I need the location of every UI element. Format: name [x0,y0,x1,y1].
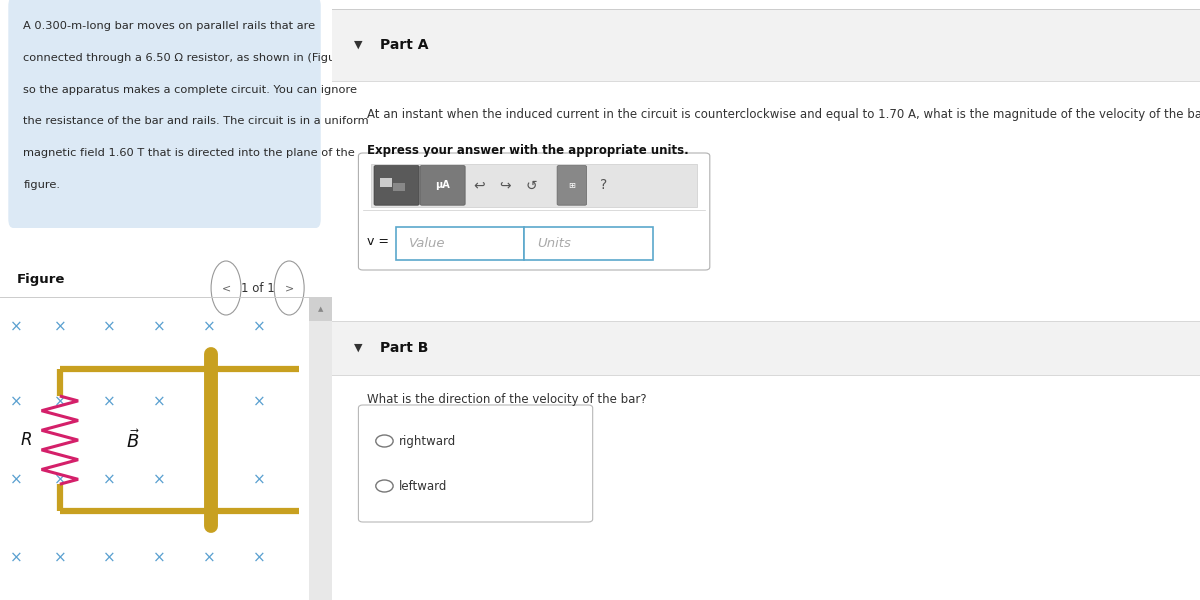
FancyBboxPatch shape [359,153,710,270]
Text: ×: × [203,551,216,565]
Text: v =: v = [367,235,389,248]
FancyBboxPatch shape [8,0,320,228]
Text: Part A: Part A [380,38,428,52]
Text: ▲: ▲ [318,306,324,312]
Text: leftward: leftward [400,479,448,493]
Text: ×: × [154,473,166,487]
Text: μA: μA [436,181,450,190]
Text: ×: × [203,395,216,409]
Text: ×: × [203,473,216,487]
Text: ×: × [253,319,265,335]
Text: Value: Value [409,237,445,250]
Text: ▼: ▼ [354,40,362,50]
Text: ×: × [11,319,23,335]
Text: ×: × [253,473,265,487]
Text: $\vec{B}$: $\vec{B}$ [126,430,140,452]
Text: Units: Units [538,237,571,250]
Bar [372,164,697,207]
Text: 1 of 1: 1 of 1 [241,281,275,295]
Text: A 0.300-m-long bar moves on parallel rails that are: A 0.300-m-long bar moves on parallel rai… [23,21,316,31]
Text: ×: × [154,395,166,409]
Text: ×: × [54,473,66,487]
Text: ×: × [103,395,116,409]
Text: ×: × [154,319,166,335]
FancyBboxPatch shape [359,405,593,522]
Text: the resistance of the bar and rails. The circuit is in a uniform: the resistance of the bar and rails. The… [23,116,368,127]
Text: ×: × [103,319,116,335]
FancyBboxPatch shape [524,227,653,260]
Text: Express your answer with the appropriate units.: Express your answer with the appropriate… [367,144,689,157]
Text: ×: × [253,551,265,565]
Text: Part B: Part B [380,341,428,355]
FancyBboxPatch shape [374,166,419,205]
Bar [394,183,406,191]
FancyBboxPatch shape [420,166,466,205]
Text: ↩: ↩ [473,178,485,193]
Text: R: R [20,431,32,449]
Text: magnetic field 1.60 T that is directed into the plane of the: magnetic field 1.60 T that is directed i… [23,148,355,158]
Text: rightward: rightward [400,434,456,448]
Text: ×: × [154,551,166,565]
Text: ?: ? [600,178,607,193]
Text: figure.: figure. [23,180,60,190]
Text: ×: × [11,551,23,565]
Bar [310,297,332,600]
FancyBboxPatch shape [396,227,524,260]
Bar [380,178,392,187]
Text: ×: × [11,473,23,487]
Text: ×: × [54,319,66,335]
FancyBboxPatch shape [557,166,587,205]
Bar [310,297,332,321]
Text: What is the direction of the velocity of the bar?: What is the direction of the velocity of… [367,393,647,406]
Text: >: > [284,283,294,293]
Text: Figure: Figure [17,273,65,286]
Bar [332,9,1200,81]
Text: ×: × [203,319,216,335]
Text: ↪: ↪ [499,178,511,193]
Text: ×: × [103,473,116,487]
Text: ×: × [103,551,116,565]
Text: ×: × [253,395,265,409]
Bar [332,321,1200,375]
Text: ×: × [54,551,66,565]
Text: At an instant when the induced current in the circuit is counterclockwise and eq: At an instant when the induced current i… [367,108,1200,121]
Text: ▼: ▼ [354,343,362,353]
Text: ↺: ↺ [526,178,536,193]
Text: <: < [222,283,230,293]
Text: so the apparatus makes a complete circuit. You can ignore: so the apparatus makes a complete circui… [23,85,358,95]
Text: ×: × [11,395,23,409]
Text: ⊞: ⊞ [569,181,575,190]
Text: ×: × [54,395,66,409]
Text: connected through a 6.50 Ω resistor, as shown in (Figure 1),: connected through a 6.50 Ω resistor, as … [23,53,366,63]
